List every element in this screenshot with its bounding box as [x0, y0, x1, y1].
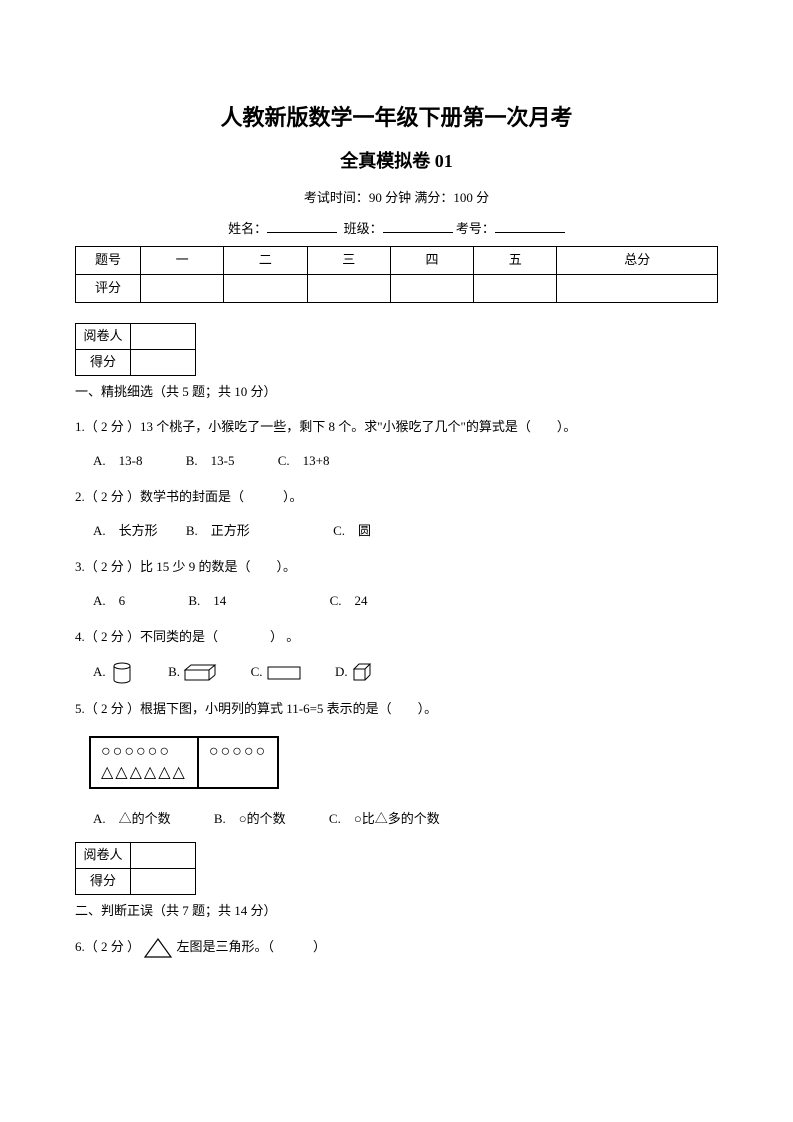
cuboid-icon — [183, 663, 217, 683]
section-2-title: 二、判断正误（共 7 题；共 14 分） — [75, 901, 718, 922]
exam-info: 考试时间：90 分钟 满分：100 分 — [75, 188, 718, 209]
q4-option-b: B. — [168, 659, 217, 685]
triangle-icon — [143, 937, 173, 959]
table-row: 阅卷人 — [76, 843, 196, 869]
q6-suffix: 左图是三角形。（ ） — [177, 939, 327, 954]
q4-a-label: A. — [93, 664, 106, 679]
table-row: 得分 — [76, 869, 196, 895]
question-5: 5.（ 2 分 ）根据下图，小明列的算式 11-6=5 表示的是（ ）。 — [75, 696, 718, 722]
table-row: 题号 一 二 三 四 五 总分 — [76, 246, 718, 274]
score-cell — [474, 274, 557, 302]
score-cell — [131, 869, 196, 895]
score-cell — [307, 274, 390, 302]
score-cell — [557, 274, 718, 302]
class-label: 班级： — [344, 221, 383, 236]
q6-prefix: 6.（ 2 分 ） — [75, 939, 140, 954]
q3-option-b: B. 14 — [188, 588, 226, 614]
reviewer-cell — [131, 323, 196, 349]
class-blank — [383, 219, 453, 233]
reviewer-label: 阅卷人 — [76, 323, 131, 349]
score-header-label: 题号 — [76, 246, 141, 274]
question-6: 6.（ 2 分 ） 左图是三角形。（ ） — [75, 934, 718, 960]
id-label: 考号： — [456, 221, 495, 236]
q3-option-a: A. 6 — [93, 588, 125, 614]
id-blank — [495, 219, 565, 233]
table-row: 得分 — [76, 349, 196, 375]
reviewer-cell — [131, 843, 196, 869]
q5-option-b: B. ○的个数 — [214, 806, 286, 832]
score-cell — [131, 349, 196, 375]
score-cell — [141, 274, 224, 302]
question-1: 1.（ 2 分 ）13 个桃子，小猴吃了一些，剩下 8 个。求"小猴吃了几个"的… — [75, 414, 718, 440]
q4-d-label: D. — [335, 664, 348, 679]
score-row-label: 评分 — [76, 274, 141, 302]
grader-table-2: 阅卷人 得分 — [75, 842, 196, 895]
question-5-options: A. △的个数 B. ○的个数 C. ○比△多的个数 — [75, 806, 718, 832]
q4-c-label: C. — [251, 664, 263, 679]
score-table: 题号 一 二 三 四 五 总分 评分 — [75, 246, 718, 303]
q4-option-d: D. — [335, 659, 373, 685]
question-3: 3.（ 2 分 ）比 15 少 9 的数是（ ）。 — [75, 554, 718, 580]
score-col: 二 — [224, 246, 307, 274]
q2-option-a: A. 长方形 — [93, 518, 158, 544]
score-label: 得分 — [76, 869, 131, 895]
table-row: ○○○○○○△△△△△△ ○○○○○ — [91, 738, 277, 788]
score-col: 五 — [474, 246, 557, 274]
score-cell — [224, 274, 307, 302]
score-cell — [390, 274, 473, 302]
sub-title: 全真模拟卷 01 — [75, 147, 718, 176]
cube-icon — [351, 662, 373, 684]
q1-option-b: B. 13-5 — [186, 448, 235, 474]
rectangle-icon — [266, 665, 302, 681]
q5-figure: ○○○○○○△△△△△△ ○○○○○ — [89, 736, 279, 790]
question-4-options: A. B. C. D. — [75, 658, 718, 686]
table-row: 评分 — [76, 274, 718, 302]
question-2-options: A. 长方形 B. 正方形 C. 圆 — [75, 518, 718, 544]
q4-b-label: B. — [168, 664, 180, 679]
table-row: 阅卷人 — [76, 323, 196, 349]
q1-option-c: C. 13+8 — [278, 448, 330, 474]
q2-option-c: C. 圆 — [333, 518, 371, 544]
q4-option-a: A. — [93, 659, 135, 686]
question-4: 4.（ 2 分 ）不同类的是（ ） 。 — [75, 624, 718, 650]
score-col: 总分 — [557, 246, 718, 274]
student-info-row: 姓名： 班级： 考号： — [75, 219, 718, 240]
q1-option-a: A. 13-8 — [93, 448, 142, 474]
q5-option-c: C. ○比△多的个数 — [329, 806, 440, 832]
question-1-options: A. 13-8 B. 13-5 C. 13+8 — [75, 448, 718, 474]
section-1-title: 一、精挑细选（共 5 题；共 10 分） — [75, 382, 718, 403]
q2-option-b: B. 正方形 — [186, 518, 250, 544]
name-label: 姓名： — [228, 221, 267, 236]
question-3-options: A. 6 B. 14 C. 24 — [75, 588, 718, 614]
score-label: 得分 — [76, 349, 131, 375]
score-col: 一 — [141, 246, 224, 274]
score-col: 四 — [390, 246, 473, 274]
q3-option-c: C. 24 — [330, 588, 368, 614]
question-2: 2.（ 2 分 ）数学书的封面是（ ）。 — [75, 484, 718, 510]
score-col: 三 — [307, 246, 390, 274]
grader-table-1: 阅卷人 得分 — [75, 323, 196, 376]
reviewer-label: 阅卷人 — [76, 843, 131, 869]
name-blank — [267, 219, 337, 233]
q5-right-cell: ○○○○○ — [198, 738, 277, 788]
q5-option-a: A. △的个数 — [93, 806, 171, 832]
q5-left-cell: ○○○○○○△△△△△△ — [91, 738, 198, 788]
q4-option-c: C. — [251, 659, 302, 685]
cylinder-icon — [109, 660, 135, 686]
main-title: 人教新版数学一年级下册第一次月考 — [75, 100, 718, 135]
